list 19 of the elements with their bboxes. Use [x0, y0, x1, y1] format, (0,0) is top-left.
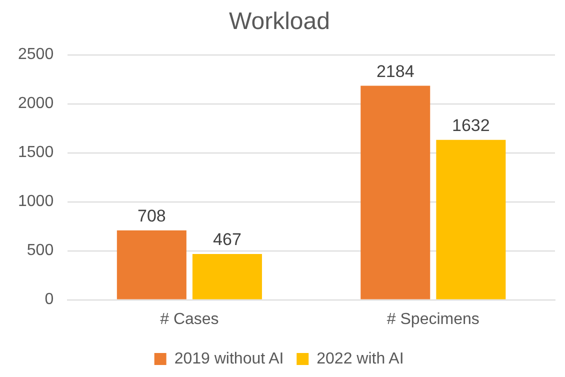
y-tick-label: 1500 — [18, 144, 54, 162]
bar — [360, 86, 430, 300]
data-label: 467 — [213, 230, 242, 250]
bar — [436, 140, 506, 300]
bar — [192, 254, 262, 300]
y-tick-label: 500 — [26, 242, 54, 260]
y-tick-label: 2000 — [18, 95, 54, 112]
legend-label: 2019 without AI — [174, 350, 284, 368]
legend-label: 2022 with AI — [316, 350, 404, 368]
bar — [116, 230, 186, 300]
y-tick-label: 0 — [44, 291, 54, 308]
data-label: 1632 — [452, 116, 490, 136]
y-tick-label: 2500 — [18, 46, 54, 64]
data-label: 708 — [137, 206, 166, 226]
x-tick-label: # Cases — [160, 310, 219, 328]
data-label: 2184 — [376, 62, 414, 81]
y-tick-label: 1000 — [18, 193, 54, 210]
x-tick-label: # Specimens — [386, 310, 480, 328]
chart-title: Workload — [229, 8, 330, 36]
